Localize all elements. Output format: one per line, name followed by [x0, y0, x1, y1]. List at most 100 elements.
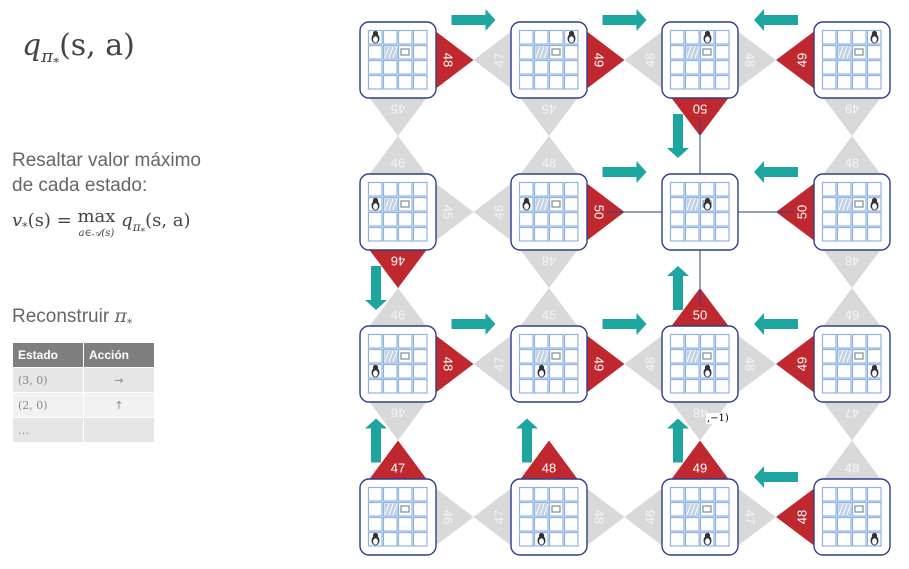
q-value-label: 49 [845, 102, 859, 117]
grid-cell [714, 196, 730, 212]
grid-cell [851, 363, 867, 379]
q-value-label: 46 [391, 406, 405, 421]
grid-cell [684, 74, 700, 90]
flag-icon [551, 200, 561, 208]
goal-cell [384, 198, 396, 210]
grid-cell [367, 74, 383, 90]
hatch-line [690, 46, 696, 59]
hatch-line [846, 350, 852, 363]
grid-cell [699, 226, 715, 242]
grid-cell [367, 59, 383, 75]
grid-cell [367, 226, 383, 242]
q-value-triangle: 49 [776, 30, 816, 90]
grid-cell [518, 181, 534, 197]
goal-cell [838, 46, 850, 58]
grid-cell [684, 333, 700, 349]
q-value-triangle: 49 [670, 440, 730, 481]
penguin-icon [371, 364, 380, 378]
penguin-icon [870, 364, 879, 378]
grid-cell [518, 501, 534, 517]
grid-cell [382, 181, 398, 197]
grid-cell [533, 486, 549, 502]
grid-cell [412, 363, 428, 379]
policy-arrow-right [602, 313, 647, 335]
q-value-triangle: 47 [473, 30, 513, 90]
reconstruct-label: Reconstruir π* [12, 305, 133, 330]
grid-cell [851, 29, 867, 45]
q-value-label: 48 [441, 53, 456, 67]
q-value-label: 47 [492, 53, 507, 67]
grid-cell [669, 348, 685, 364]
q-value-label: 48 [845, 254, 859, 269]
grid-cell [866, 59, 882, 75]
grid-cell [684, 486, 700, 502]
grid-cell [533, 181, 549, 197]
flag-icon [551, 352, 561, 360]
triangle-shape [624, 30, 664, 90]
v-star-formula: v*(s) = max a∈𝒜(s) qπ*(s, a) [12, 206, 191, 240]
grid-cell [367, 378, 383, 394]
triangle-shape [368, 96, 428, 136]
grid-cell [821, 211, 837, 227]
grid-cell [669, 29, 685, 45]
flag-icon [551, 48, 561, 56]
state-frame [813, 21, 891, 99]
state-cell: (2, 0) [12, 392, 84, 418]
q-value-label: 48 [542, 254, 556, 269]
grid-cell [684, 363, 700, 379]
table-row: (3, 0) → [12, 367, 155, 393]
grid-cell [412, 211, 428, 227]
q-value-triangle: 47 [368, 440, 428, 481]
hatch-line [535, 350, 541, 363]
q-value-label: 49 [693, 461, 707, 476]
action-cell: ↑ [83, 392, 155, 418]
grid-cell [821, 486, 837, 502]
q-value-triangle: 48 [776, 487, 816, 547]
grid-cell [563, 44, 579, 60]
goal-cell [384, 503, 396, 515]
hatch-line [543, 46, 549, 59]
grid-cell [367, 44, 383, 60]
grid-cell [821, 531, 837, 547]
grid-cell [821, 378, 837, 394]
grid-cell [669, 501, 685, 517]
goal-cell [535, 503, 547, 515]
state-frame [661, 173, 739, 251]
triangle-shape [368, 248, 428, 288]
grid-cell [533, 74, 549, 90]
action-cell: → [83, 367, 155, 393]
states-layer [359, 21, 891, 556]
triangle-shape [519, 96, 579, 136]
grid-cell [699, 516, 715, 532]
grid-cell [397, 59, 413, 75]
policy-arrow-down [667, 114, 689, 158]
partial-annotation: ,−1) [706, 413, 730, 424]
penguin-icon [371, 532, 380, 546]
grid-cell [699, 74, 715, 90]
grid-cell [563, 531, 579, 547]
grid-cell [851, 59, 867, 75]
triangle-shape [736, 487, 776, 547]
grid-cell [412, 74, 428, 90]
grid-cell [518, 44, 534, 60]
q-value-label: 45 [542, 102, 556, 117]
hatch-line [539, 350, 545, 363]
q-value-triangle: 49 [822, 288, 882, 328]
q-value-label: 48 [743, 53, 758, 67]
triangle-shape [368, 288, 428, 328]
hatch-line [690, 350, 696, 363]
grid-cell [866, 348, 882, 364]
triangle-shape [776, 30, 816, 90]
q-value-label: 48 [542, 461, 556, 476]
hatch-line [694, 198, 700, 211]
grid-cell [548, 181, 564, 197]
state-frame [359, 325, 437, 403]
grid-cell [518, 516, 534, 532]
goal-cell [384, 350, 396, 362]
q-value-label: 47 [492, 510, 507, 524]
grid-cell [533, 516, 549, 532]
q-value-label: 48 [845, 156, 859, 171]
q-value-triangle: 47 [736, 487, 776, 547]
grid-cell [563, 181, 579, 197]
grid-cell [669, 181, 685, 197]
